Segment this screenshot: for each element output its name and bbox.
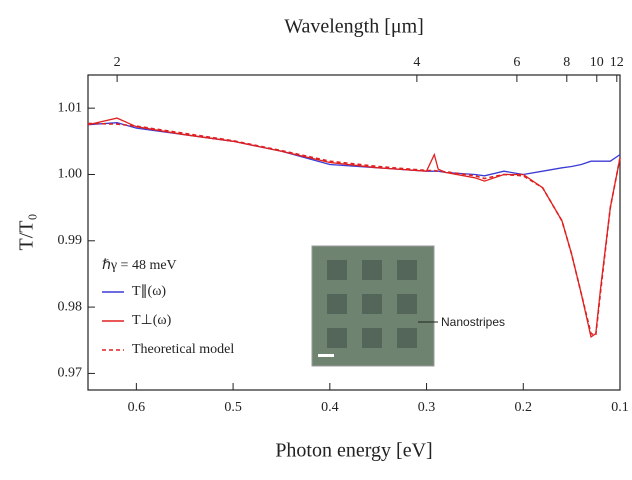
legend-label: Theoretical model: [132, 342, 234, 357]
y-tick-label: 1.00: [58, 167, 83, 182]
x2-axis-label: Wavelength [μm]: [284, 16, 424, 38]
x2-tick-label: 6: [513, 55, 520, 70]
x-tick-label: 0.1: [611, 400, 629, 415]
x-tick-label: 0.4: [321, 400, 339, 415]
y-tick-label: 1.01: [58, 100, 83, 115]
x-tick-label: 0.3: [418, 400, 436, 415]
x2-tick-label: 2: [114, 55, 121, 70]
x2-tick-label: 10: [590, 55, 604, 70]
x2-tick-label: 12: [610, 55, 624, 70]
x2-tick-label: 4: [413, 55, 420, 70]
y-tick-label: 0.97: [58, 366, 83, 381]
x-axis-label: Photon energy [eV]: [275, 440, 432, 462]
plot-frame: [87, 74, 621, 391]
inset: [311, 245, 438, 367]
legend-label: T⊥(ω): [132, 313, 172, 328]
x-tick-label: 0.5: [224, 400, 242, 415]
series-line: [87, 122, 621, 337]
annotation: Nanostripes: [441, 315, 505, 329]
legend-title: ℏγ = 48 meV: [102, 258, 177, 273]
x2-tick-label: 8: [563, 55, 570, 70]
y-axis-label: T/T₀: [16, 213, 38, 250]
series-line: [87, 117, 621, 338]
legend-label: T∥(ω): [132, 284, 166, 299]
x-tick-label: 0.2: [515, 400, 533, 415]
x-tick-label: 0.6: [128, 400, 146, 415]
y-tick-label: 0.99: [58, 233, 83, 248]
y-tick-label: 0.98: [58, 299, 83, 314]
